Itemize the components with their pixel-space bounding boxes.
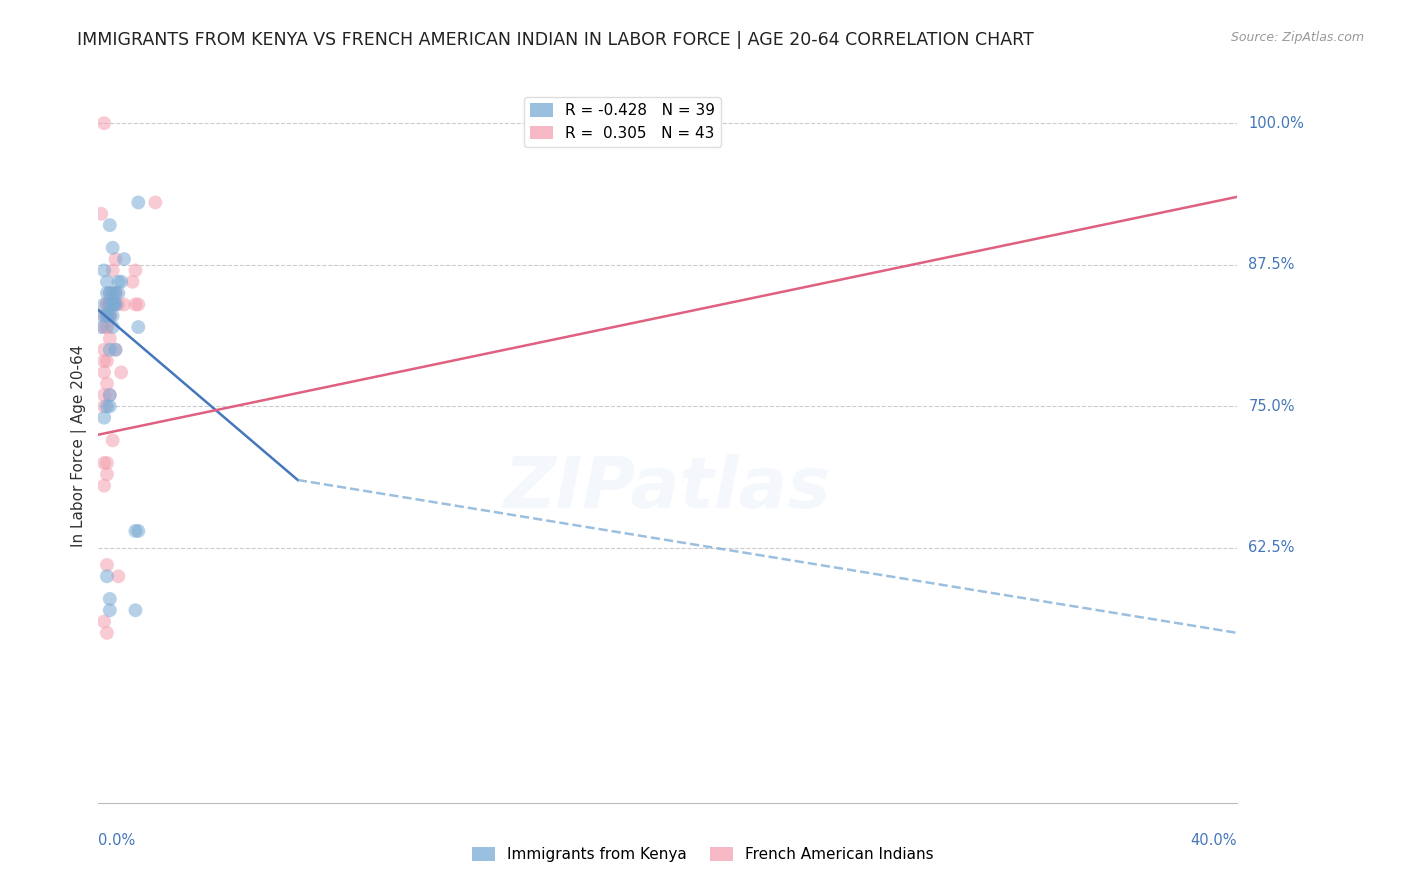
Point (96, 286, 118, 301)
Point (98, 297, 121, 311)
Point (110, 275, 132, 289)
Point (104, 286, 127, 301)
Point (90, 320, 112, 334)
Point (98, 343, 121, 357)
Point (124, 524, 146, 538)
Point (93, 320, 115, 334)
Point (124, 263, 146, 277)
Point (107, 569, 129, 583)
Text: Source: ZipAtlas.com: Source: ZipAtlas.com (1230, 31, 1364, 45)
Point (104, 252, 127, 266)
Point (145, 195, 167, 210)
Point (93, 297, 115, 311)
Point (124, 297, 146, 311)
Point (112, 252, 135, 266)
Point (93, 478, 115, 492)
Point (98, 388, 121, 402)
Point (90, 207, 112, 221)
Point (124, 603, 146, 617)
Point (96, 456, 118, 470)
Point (93, 388, 115, 402)
Point (93, 615, 115, 629)
Point (93, 410, 115, 425)
Point (96, 467, 118, 482)
Point (96, 297, 118, 311)
Point (104, 286, 127, 301)
Point (93, 343, 115, 357)
Point (93, 354, 115, 368)
Point (101, 309, 124, 323)
Text: 87.5%: 87.5% (1249, 257, 1295, 272)
Text: ZIPatlas: ZIPatlas (505, 454, 831, 524)
Point (96, 626, 118, 640)
Point (107, 286, 129, 301)
Point (98, 388, 121, 402)
Text: 62.5%: 62.5% (1249, 541, 1295, 556)
Point (101, 297, 124, 311)
Text: 100.0%: 100.0% (1249, 116, 1305, 131)
Text: 40.0%: 40.0% (1191, 833, 1237, 848)
Point (101, 286, 124, 301)
Point (98, 309, 121, 323)
Legend: R = -0.428   N = 39, R =  0.305   N = 43: R = -0.428 N = 39, R = 0.305 N = 43 (523, 97, 721, 147)
Point (93, 116, 115, 130)
Point (127, 320, 149, 334)
Point (96, 297, 118, 311)
Point (104, 297, 127, 311)
Point (127, 195, 149, 210)
Point (98, 309, 121, 323)
Point (98, 603, 121, 617)
Point (101, 263, 124, 277)
Point (98, 309, 121, 323)
Point (98, 218, 121, 232)
Y-axis label: In Labor Force | Age 20-64: In Labor Force | Age 20-64 (72, 345, 87, 547)
Point (127, 524, 149, 538)
Point (96, 400, 118, 414)
Point (127, 297, 149, 311)
Point (96, 376, 118, 391)
Point (93, 365, 115, 379)
Point (96, 320, 118, 334)
Point (104, 297, 127, 311)
Point (101, 297, 124, 311)
Point (121, 275, 143, 289)
Text: IMMIGRANTS FROM KENYA VS FRENCH AMERICAN INDIAN IN LABOR FORCE | AGE 20-64 CORRE: IMMIGRANTS FROM KENYA VS FRENCH AMERICAN… (77, 31, 1033, 49)
Point (98, 331, 121, 345)
Point (101, 434, 124, 448)
Point (96, 569, 118, 583)
Point (96, 297, 118, 311)
Legend: Immigrants from Kenya, French American Indians: Immigrants from Kenya, French American I… (467, 841, 939, 868)
Point (93, 263, 115, 277)
Point (104, 343, 127, 357)
Point (98, 297, 121, 311)
Point (110, 365, 132, 379)
Point (93, 400, 115, 414)
Point (107, 297, 129, 311)
Point (93, 309, 115, 323)
Point (96, 309, 118, 323)
Point (98, 286, 121, 301)
Point (93, 309, 115, 323)
Point (101, 241, 124, 255)
Point (96, 354, 118, 368)
Point (96, 320, 118, 334)
Point (112, 297, 135, 311)
Point (98, 591, 121, 606)
Point (93, 456, 115, 470)
Point (98, 286, 121, 301)
Point (98, 400, 121, 414)
Point (101, 320, 124, 334)
Point (104, 343, 127, 357)
Text: 0.0%: 0.0% (98, 833, 135, 848)
Point (96, 558, 118, 572)
Point (107, 275, 129, 289)
Point (96, 275, 118, 289)
Text: 75.0%: 75.0% (1249, 399, 1295, 414)
Point (96, 309, 118, 323)
